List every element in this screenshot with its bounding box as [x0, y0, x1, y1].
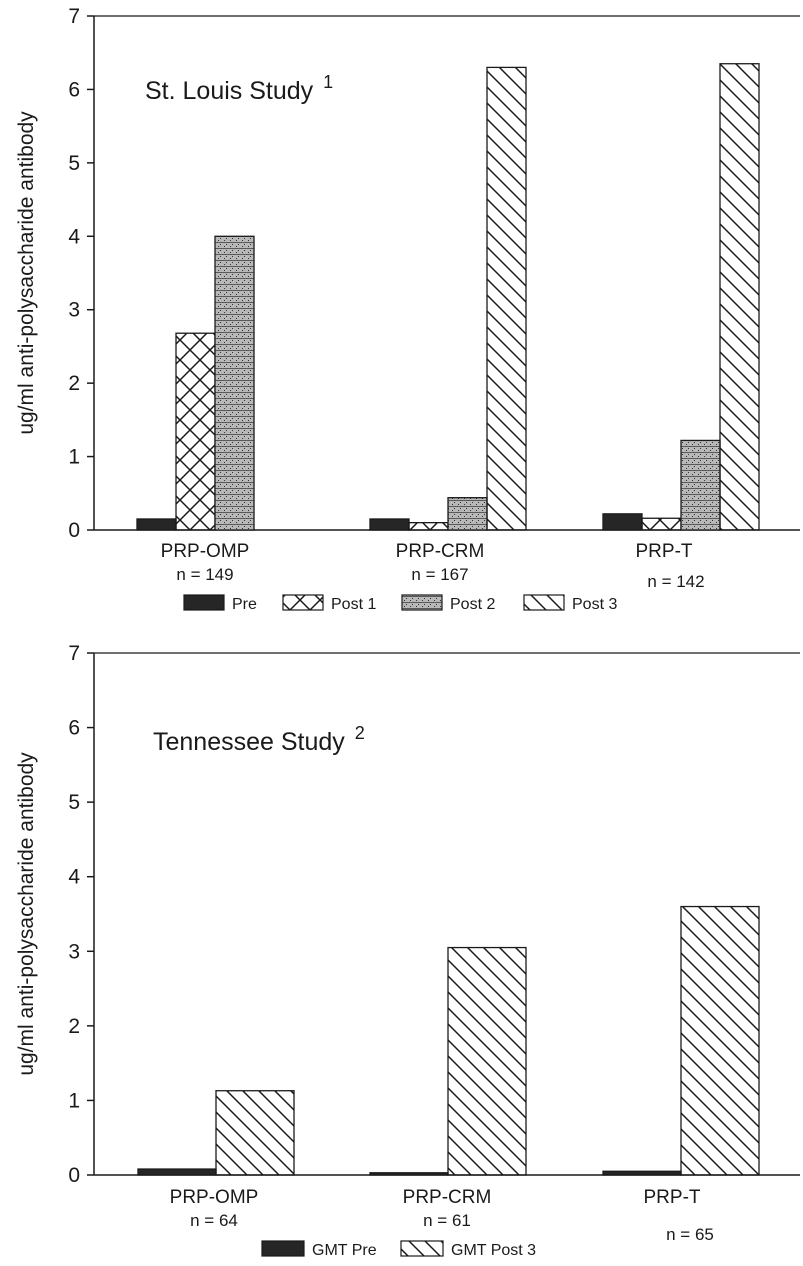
- x-category-label: PRP-CRM: [403, 1187, 492, 1208]
- bar-post-1-prp-t: [641, 517, 682, 531]
- x-category-label: PRP-OMP: [161, 541, 250, 562]
- x-category-label: PRP-OMP: [170, 1187, 259, 1208]
- bar-gmt-pre-prp-omp: [137, 1168, 217, 1176]
- y-tick-label: 0: [68, 519, 80, 542]
- bar-gmt-pre-prp-crm: [369, 1172, 449, 1176]
- y-tick-label: 2: [68, 372, 80, 395]
- x-category-n: n = 149: [176, 565, 233, 584]
- legend-swatch-pre: [183, 594, 225, 611]
- y-axis-label: ug/ml anti-polysaccharide antibody: [15, 111, 38, 435]
- y-tick-label: 5: [68, 791, 80, 814]
- y-tick-label: 7: [68, 642, 80, 665]
- y-tick-label: 0: [68, 1164, 80, 1187]
- legend-label: Post 1: [331, 596, 376, 613]
- bar-gmt-post-3-prp-t: [680, 905, 760, 1176]
- y-tick-label: 3: [68, 299, 80, 322]
- legend-swatch-post-1: [282, 594, 324, 611]
- legend-label: Pre: [232, 596, 257, 613]
- x-category-label: PRP-CRM: [396, 541, 485, 562]
- y-tick-label: 2: [68, 1015, 80, 1038]
- y-tick-label: 3: [68, 940, 80, 963]
- y-tick-label: 5: [68, 152, 80, 175]
- legend-swatch-gmt-pre: [261, 1240, 305, 1257]
- bar-post-2-prp-omp: [214, 235, 255, 531]
- bar-pre-prp-crm: [369, 518, 410, 531]
- bar-gmt-post-3-prp-crm: [447, 946, 527, 1176]
- bar-pre-prp-t: [602, 513, 643, 531]
- title-superscript: 2: [355, 723, 365, 743]
- legend-label: GMT Post 3: [451, 1242, 536, 1259]
- legend-label: GMT Pre: [312, 1242, 377, 1259]
- y-tick-label: 7: [68, 5, 80, 28]
- bar-post-1-prp-crm: [408, 522, 449, 531]
- legend-swatch-post-3: [523, 594, 565, 611]
- legend-swatch-post-2: [401, 594, 443, 611]
- chart-bottom: 0 1 2 3 4 5 6 7 ug/ml anti-polysaccharide antibo…: [15, 642, 800, 1259]
- x-category-n: n = 167: [411, 565, 468, 584]
- bar-gmt-pre-prp-t: [602, 1170, 682, 1176]
- y-tick-label: 1: [68, 446, 80, 469]
- x-category-n: n = 65: [666, 1225, 714, 1244]
- bar-post-3-prp-t: [719, 63, 760, 531]
- x-category-label: PRP-T: [636, 541, 693, 562]
- bar-post-2-prp-t: [680, 439, 721, 531]
- chart-title: Tennessee Study: [153, 728, 345, 756]
- y-axis-label: ug/ml anti-polysaccharide antibody: [15, 752, 38, 1076]
- legend-label: Post 2: [450, 596, 495, 613]
- bar-gmt-post-3-prp-omp: [215, 1090, 295, 1176]
- chart-top: 0 1 2 3 4 5 6 7 ug/ml anti-polysaccharide antibo…: [15, 5, 800, 613]
- y-tick-label: 6: [68, 717, 80, 740]
- legend-bottom: GMT Pre GMT Post 3: [261, 1240, 536, 1259]
- y-tick-label: 4: [68, 866, 80, 889]
- legend-swatch-gmt-post-3: [400, 1240, 444, 1257]
- y-tick-label: 4: [68, 225, 80, 248]
- chart-title: St. Louis Study: [145, 77, 314, 105]
- bar-post-1-prp-omp: [175, 332, 216, 531]
- legend-top: Pre Post 1 Post 2 Post 3: [183, 594, 617, 613]
- bar-post-2-prp-crm: [447, 497, 488, 531]
- x-category-n: n = 64: [190, 1211, 238, 1230]
- x-category-n: n = 61: [423, 1211, 471, 1230]
- bar-post-3-prp-crm: [486, 66, 527, 531]
- title-superscript: 1: [323, 72, 333, 92]
- y-tick-label: 1: [68, 1089, 80, 1112]
- y-tick-label: 6: [68, 78, 80, 101]
- legend-label: Post 3: [572, 596, 617, 613]
- x-category-label: PRP-T: [644, 1187, 701, 1208]
- bar-pre-prp-omp: [136, 518, 177, 531]
- x-category-n: n = 142: [647, 572, 704, 591]
